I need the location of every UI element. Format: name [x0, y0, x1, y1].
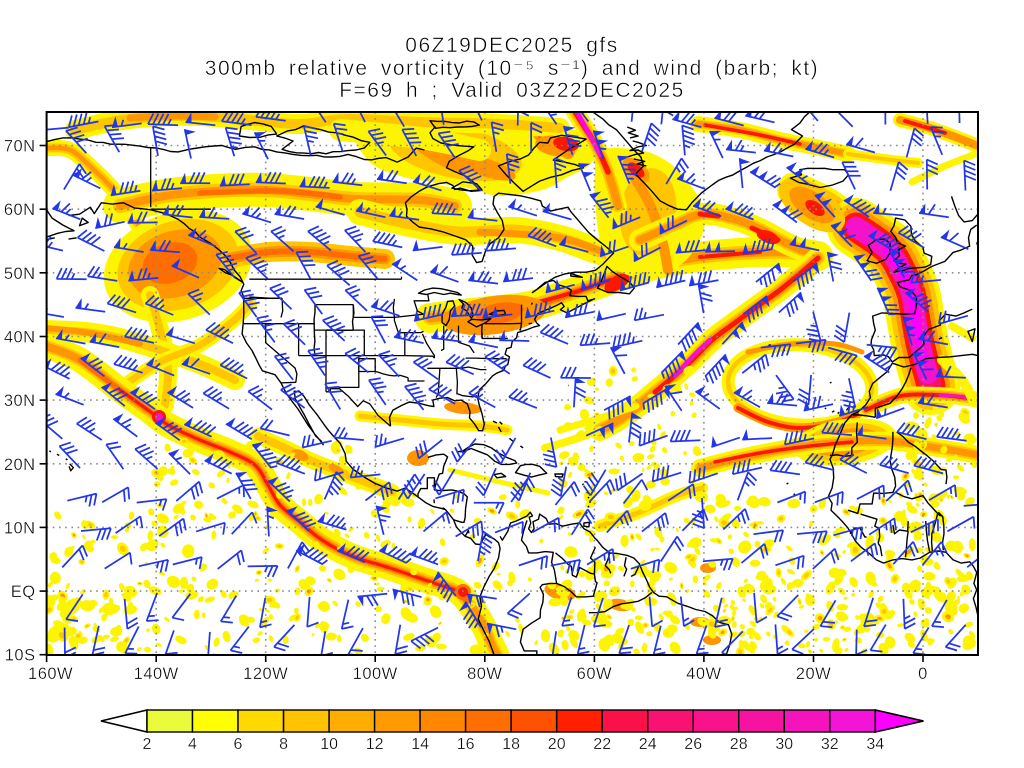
svg-text:60W: 60W [577, 665, 612, 683]
svg-text:26: 26 [684, 736, 702, 753]
svg-text:32: 32 [821, 736, 839, 753]
svg-text:10: 10 [320, 736, 338, 753]
svg-text:14: 14 [411, 736, 429, 753]
svg-text:140W: 140W [134, 665, 179, 683]
svg-text:12: 12 [366, 736, 384, 753]
svg-text:2: 2 [143, 736, 152, 753]
svg-text:120W: 120W [243, 665, 288, 683]
svg-text:18: 18 [502, 736, 520, 753]
svg-text:10S: 10S [5, 647, 36, 665]
svg-text:40W: 40W [686, 665, 721, 683]
svg-text:40N: 40N [4, 329, 36, 347]
svg-text:4: 4 [188, 736, 197, 753]
svg-text:06Z19DEC2025 gfs: 06Z19DEC2025 gfs [405, 34, 618, 57]
svg-text:24: 24 [639, 736, 657, 753]
svg-text:F=69 h ; Valid 03Z22DEC2025: F=69 h ; Valid 03Z22DEC2025 [339, 79, 685, 102]
svg-text:30N: 30N [4, 392, 36, 410]
svg-text:28: 28 [730, 736, 748, 753]
svg-text:70N: 70N [4, 138, 36, 156]
svg-text:20N: 20N [4, 456, 36, 474]
svg-text:6: 6 [234, 736, 243, 753]
svg-text:EQ: EQ [11, 583, 36, 601]
svg-text:20W: 20W [796, 665, 831, 683]
svg-text:80W: 80W [467, 665, 502, 683]
svg-text:0: 0 [918, 665, 928, 683]
svg-text:22: 22 [593, 736, 611, 753]
svg-text:100W: 100W [353, 665, 398, 683]
svg-text:30: 30 [775, 736, 793, 753]
svg-text:8: 8 [279, 736, 288, 753]
svg-text:50N: 50N [4, 265, 36, 283]
svg-text:160W: 160W [28, 665, 73, 683]
svg-text:300mb relative vorticity (10⁻⁵: 300mb relative vorticity (10⁻⁵ s⁻¹) and … [205, 57, 819, 80]
svg-text:10N: 10N [4, 519, 36, 537]
svg-text:16: 16 [457, 736, 475, 753]
svg-text:60N: 60N [4, 201, 36, 219]
svg-text:34: 34 [866, 736, 884, 753]
svg-text:20: 20 [548, 736, 566, 753]
